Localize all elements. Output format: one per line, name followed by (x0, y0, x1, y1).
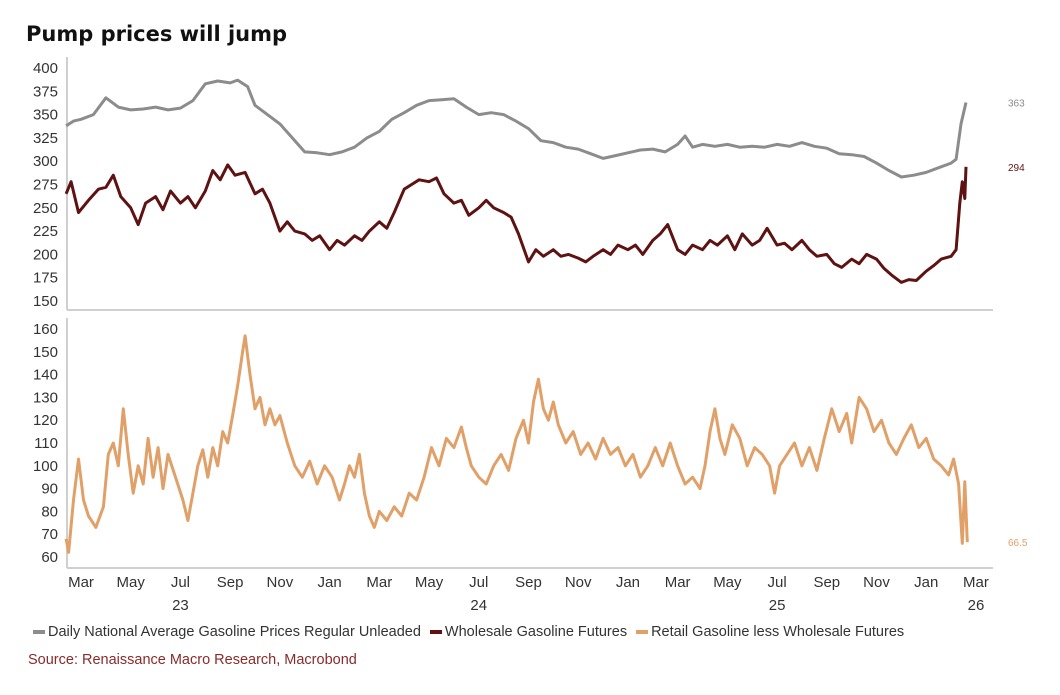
x-tick-label: Mar (963, 574, 989, 591)
x-tick-label: Jan (318, 574, 342, 591)
legend-label: Wholesale Gasoline Futures (444, 624, 628, 640)
legend-swatch (33, 630, 45, 634)
y-tick-label: 175 (33, 270, 58, 287)
y-tick-label: 60 (41, 549, 58, 566)
x-tick-label: Mar (366, 574, 392, 591)
series-line (64, 163, 968, 284)
y-tick-label: 150 (33, 344, 58, 361)
y-tick-label: 160 (33, 321, 58, 338)
legend: Daily National Average Gasoline Prices R… (33, 624, 904, 640)
y-tick-label: 200 (33, 246, 58, 263)
end-value-label: 363 (1008, 98, 1025, 109)
end-value-label: 66.5 (1008, 538, 1028, 549)
y-tick-label: 250 (33, 200, 58, 217)
x-tick-label: Jul (469, 574, 488, 591)
legend-item-spread: Retail Gasoline less Wholesale Futures (636, 624, 904, 640)
y-tick-label: 100 (33, 458, 58, 475)
legend-swatch (636, 630, 649, 634)
x-tick-label: May (415, 574, 444, 591)
x-tick-label: Sep (813, 574, 840, 591)
legend-swatch (429, 630, 442, 634)
x-tick-label: Jan (914, 574, 938, 591)
x-tick-label: Mar (665, 574, 691, 591)
x-tick-label: May (713, 574, 742, 591)
y-tick-label: 140 (33, 367, 58, 384)
chart-title: Pump prices will jump (26, 22, 288, 46)
legend-label: Daily National Average Gasoline Prices R… (48, 624, 421, 640)
x-tick-label: Jul (767, 574, 786, 591)
legend-label: Retail Gasoline less Wholesale Futures (651, 624, 905, 640)
x-year-label: 26 (968, 597, 985, 614)
legend-item-wholesale: Wholesale Gasoline Futures (429, 624, 628, 640)
x-year-label: 25 (769, 597, 786, 614)
y-tick-label: 325 (33, 130, 58, 147)
x-year-label: 23 (172, 597, 189, 614)
series-line (64, 334, 969, 554)
x-tick-label: May (117, 574, 146, 591)
y-tick-label: 120 (33, 412, 58, 429)
x-tick-label: Nov (863, 574, 890, 591)
x-tick-label: Mar (68, 574, 94, 591)
y-tick-label: 150 (33, 293, 58, 310)
x-tick-label: Sep (515, 574, 542, 591)
y-tick-label: 80 (41, 503, 58, 520)
y-tick-label: 90 (41, 481, 58, 498)
y-tick-label: 130 (33, 389, 58, 406)
y-tick-label: 300 (33, 153, 58, 170)
y-tick-label: 110 (34, 435, 58, 452)
x-tick-label: Jul (171, 574, 190, 591)
x-tick-label: Nov (267, 574, 294, 591)
series-line (65, 78, 968, 179)
y-tick-label: 225 (33, 223, 58, 240)
legend-item-retail: Daily National Average Gasoline Prices R… (33, 624, 421, 640)
y-tick-label: 70 (41, 526, 58, 543)
x-tick-label: Sep (217, 574, 244, 591)
end-value-label: 294 (1008, 163, 1025, 174)
x-year-label: 24 (470, 597, 487, 614)
source-note: Source: Renaissance Macro Research, Macr… (28, 652, 357, 668)
x-tick-label: Nov (565, 574, 592, 591)
y-tick-label: 400 (33, 60, 58, 77)
y-tick-label: 350 (33, 107, 58, 124)
y-tick-label: 275 (33, 177, 58, 194)
x-tick-label: Jan (616, 574, 640, 591)
y-tick-label: 375 (33, 83, 58, 100)
